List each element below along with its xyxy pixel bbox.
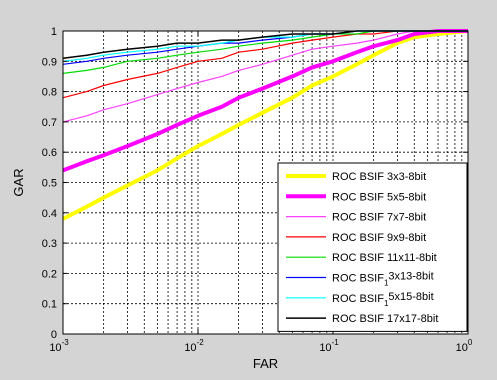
y-tick-label: 0 [51,329,57,341]
y-tick-label: 1 [51,26,57,38]
y-tick-label: 0.9 [42,56,57,68]
y-tick-label: 0.2 [42,268,57,280]
legend-box [277,162,468,332]
series-line-1 [62,29,469,221]
y-tick-label: 0.1 [42,299,57,311]
x-tick-label: 10-1 [319,338,339,354]
series-line-3 [62,30,468,123]
y-axis-label: GAR [11,168,26,196]
y-tick-label: 0.5 [42,178,57,190]
y-tick-label: 0.6 [42,147,57,159]
legend-label-8: ROC BSIF 17x17-8bit [332,313,438,325]
series-line-2 [62,29,468,173]
x-tick-label: 100 [456,338,473,354]
legend-label-5: ROC BSIF 11x11-8bit [332,252,437,264]
legend-label-4: ROC BSIF 9x9-8bit [332,232,426,244]
y-tick-label: 0.4 [42,208,57,220]
x-axis-label: FAR [253,356,278,371]
y-tick-label: 0.8 [42,87,57,99]
legend-label-3: ROC BSIF 7x7-8bit [332,212,426,224]
y-tick-label: 0.3 [42,238,57,250]
legend-label-2: ROC BSIF 5x5-8bit [332,191,426,203]
legend-label-6: ROC BSIF13x13-8bit [332,271,434,288]
y-tick-label: 0.7 [42,117,57,129]
x-tick-label: 10-2 [184,338,204,354]
legend-label-7: ROC BSIF15x15-8bit [332,291,434,308]
legend: ROC BSIF 3x3-8bit ROC BSIF 5x5-8bit ROC BS… [277,162,468,332]
legend-label-1: ROC BSIF 3x3-8bit [332,171,426,183]
